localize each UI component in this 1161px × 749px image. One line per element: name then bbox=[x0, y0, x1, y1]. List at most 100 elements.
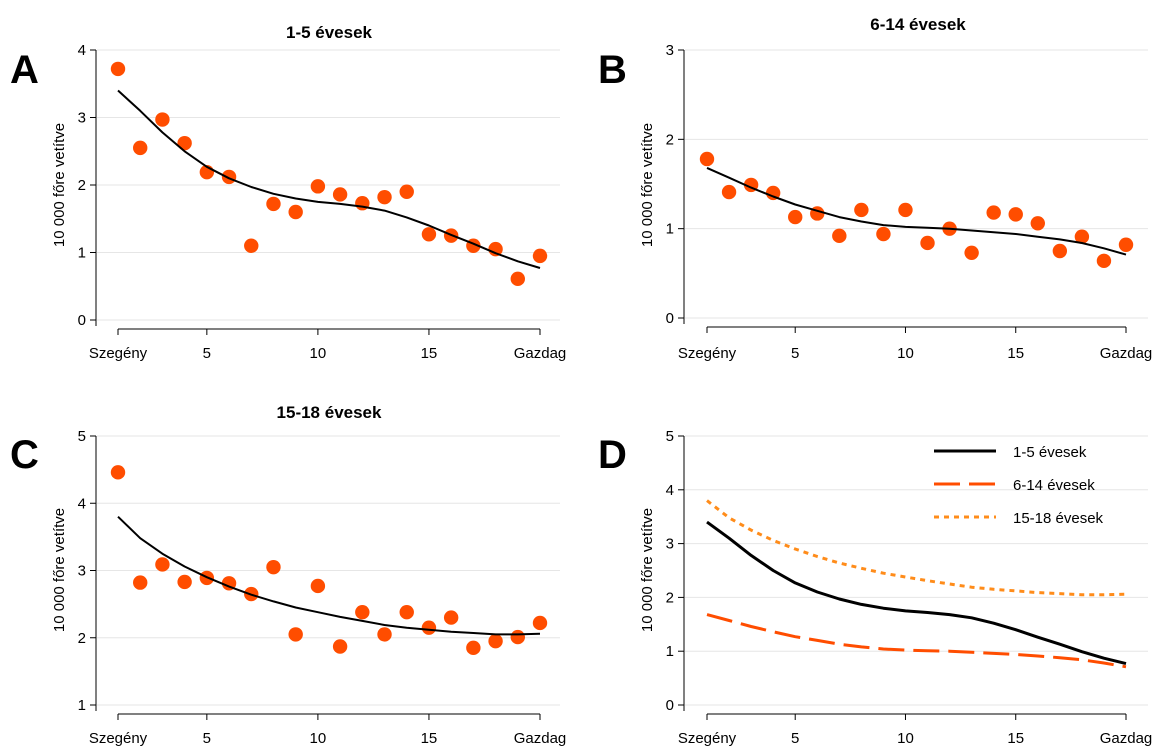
panel-b-x-tick-label-1: 5 bbox=[791, 345, 799, 362]
panel-c-data-point-3 bbox=[155, 557, 170, 572]
panel-b-data-point-10 bbox=[898, 202, 913, 218]
panel-a-data-point-1 bbox=[110, 61, 126, 77]
panel-d-legend-label-3: 15-18 évesek bbox=[1013, 510, 1104, 527]
panel-b-fit-line bbox=[706, 166, 1127, 256]
panel-d-y-tick-label-0: 0 bbox=[666, 697, 674, 714]
panel-a-y-tick-label-3: 3 bbox=[78, 110, 86, 127]
panel-b-x-tick-label-3: 15 bbox=[1007, 345, 1024, 362]
panel-d-series-line-3 bbox=[706, 499, 1127, 597]
panel-b-y-axis-label: 10 000 főre vetítve bbox=[639, 123, 656, 247]
panel-a-x-tick-label-2: 10 bbox=[310, 345, 327, 362]
panel-b-data-point-1 bbox=[699, 151, 715, 167]
panel-d-x-tick-label-0: Szegény bbox=[678, 730, 737, 747]
panel-b-data-point-2 bbox=[721, 184, 737, 200]
panel-c-data-point-12 bbox=[355, 604, 370, 620]
panel-b-data-point-7 bbox=[832, 228, 847, 244]
panel-c-data-point-2 bbox=[133, 575, 148, 590]
panel-b-x-tick-label-2: 10 bbox=[897, 345, 914, 362]
panel-d-legend-label-2: 6-14 évesek bbox=[1013, 477, 1095, 494]
panel-a-x-tick-label-0: Szegény bbox=[89, 345, 148, 362]
panel-d-y-tick-label-1: 1 bbox=[666, 643, 674, 660]
panel-a-data-point-14 bbox=[399, 184, 414, 199]
panel-b-data-point-16 bbox=[1030, 216, 1045, 231]
panel-c-data-point-19 bbox=[510, 629, 525, 645]
panel-b-data-point-20 bbox=[1118, 237, 1134, 252]
panel-a-y-tick-label-0: 0 bbox=[78, 312, 86, 329]
panel-a-data-point-8 bbox=[266, 196, 281, 212]
panel-d-y-tick-label-5: 5 bbox=[666, 428, 674, 445]
panel-d-series-line-1 bbox=[706, 520, 1127, 666]
panel-c-data-point-8 bbox=[266, 559, 281, 575]
panel-b-data-point-17 bbox=[1052, 243, 1068, 259]
panel-c: C 15-18 évesek 10 000 főre vetítve 1 2 3 4 5… bbox=[10, 403, 566, 747]
panel-a: A 1-5 évesek 10 000 főre vetítve 0 1 2 3 4 Sz… bbox=[10, 23, 566, 362]
panel-d-x-tick-label-2: 10 bbox=[897, 730, 914, 747]
panel-b-data-point-18 bbox=[1074, 229, 1090, 244]
panel-d-legend: 1-5 évesek 6-14 évesek 15-18 évesek bbox=[934, 444, 1104, 527]
panel-b: B 6-14 évesek 10 000 főre vetítve 0 1 2 3 Sz… bbox=[598, 15, 1152, 362]
panel-letter-d: D bbox=[598, 433, 627, 477]
panel-b-y-tick-label-2: 2 bbox=[666, 131, 674, 148]
panel-c-data-point-16 bbox=[443, 610, 459, 625]
panel-b-data-point-15 bbox=[1008, 207, 1023, 222]
panel-a-data-point-20 bbox=[532, 248, 548, 264]
panel-a-data-point-10 bbox=[310, 179, 326, 194]
panel-c-title: 15-18 évesek bbox=[277, 403, 382, 422]
panel-c-data-point-15 bbox=[421, 620, 437, 635]
panel-c-y-axis-label: 10 000 főre vetítve bbox=[51, 508, 68, 632]
panel-a-data-point-13 bbox=[377, 189, 392, 205]
panel-d: D 10 000 főre vetítve 0 1 2 3 4 5 Szegény 5 10 15… bbox=[598, 428, 1152, 747]
panel-c-x-tick-label-4: Gazdag bbox=[514, 730, 567, 747]
panel-b-data-point-11 bbox=[920, 235, 935, 251]
panel-c-data-point-1 bbox=[110, 465, 126, 480]
panel-c-plot-area: 1 2 3 4 5 Szegény 5 10 15 Gazdag bbox=[78, 428, 567, 747]
panel-c-data-point-13 bbox=[377, 627, 392, 642]
panel-c-data-point-18 bbox=[488, 633, 503, 649]
panel-b-data-point-13 bbox=[964, 245, 979, 260]
panel-d-y-tick-label-4: 4 bbox=[666, 482, 674, 499]
panel-a-y-tick-label-1: 1 bbox=[78, 245, 86, 262]
panel-a-data-point-6 bbox=[221, 169, 237, 185]
panel-d-plot-area: 0 1 2 3 4 5 Szegény 5 10 15 Gazdag bbox=[666, 428, 1153, 747]
panel-d-legend-label-1: 1-5 évesek bbox=[1013, 444, 1087, 461]
panel-a-data-point-4 bbox=[177, 135, 192, 151]
panel-d-x-tick-label-3: 15 bbox=[1007, 730, 1024, 747]
panel-c-y-tick-label-3: 4 bbox=[78, 495, 86, 512]
panel-c-x-tick-label-1: 5 bbox=[203, 730, 211, 747]
panel-a-y-axis-label: 10 000 főre vetítve bbox=[51, 123, 68, 247]
panel-c-y-tick-label-1: 2 bbox=[78, 630, 86, 647]
panel-a-data-point-15 bbox=[421, 227, 437, 242]
panel-c-x-tick-label-3: 15 bbox=[421, 730, 438, 747]
panel-d-y-axis-label: 10 000 főre vetítve bbox=[639, 508, 656, 632]
panel-c-data-point-10 bbox=[310, 578, 326, 594]
panel-a-data-point-2 bbox=[133, 140, 148, 156]
panel-b-y-tick-label-3: 3 bbox=[666, 42, 674, 59]
panel-b-x-tick-label-4: Gazdag bbox=[1100, 345, 1153, 362]
panel-b-data-point-14 bbox=[986, 205, 1001, 220]
panel-c-data-point-11 bbox=[332, 639, 348, 654]
panel-a-data-point-9 bbox=[288, 204, 303, 220]
panel-a-fit-line bbox=[117, 89, 541, 269]
panel-b-x-tick-label-0: Szegény bbox=[678, 345, 737, 362]
panel-b-title: 6-14 évesek bbox=[870, 15, 966, 34]
panel-letter-a: A bbox=[10, 48, 39, 92]
panel-c-data-point-14 bbox=[399, 604, 414, 620]
panel-a-data-point-7 bbox=[244, 238, 259, 253]
panel-b-y-tick-label-1: 1 bbox=[666, 221, 674, 238]
panel-b-data-point-9 bbox=[876, 226, 891, 242]
panel-letter-c: C bbox=[10, 433, 39, 477]
panel-b-data-point-8 bbox=[854, 202, 869, 218]
panel-c-x-tick-label-0: Szegény bbox=[89, 730, 148, 747]
panel-b-data-point-5 bbox=[788, 209, 803, 225]
panel-b-plot-area: 0 1 2 3 Szegény 5 10 15 Gazdag bbox=[666, 42, 1153, 362]
panel-c-data-point-20 bbox=[532, 615, 548, 631]
panel-c-y-tick-label-0: 1 bbox=[78, 697, 86, 714]
panel-letter-b: B bbox=[598, 48, 627, 92]
panel-c-data-point-9 bbox=[288, 627, 303, 642]
panel-a-plot-area: 0 1 2 3 4 Szegény 5 10 15 Gazdag bbox=[78, 42, 567, 362]
panel-a-y-tick-label-2: 2 bbox=[78, 177, 86, 194]
panel-d-y-tick-label-3: 3 bbox=[666, 536, 674, 553]
panel-d-series-line-2 bbox=[706, 613, 1127, 669]
panel-a-y-tick-label-4: 4 bbox=[78, 42, 86, 59]
